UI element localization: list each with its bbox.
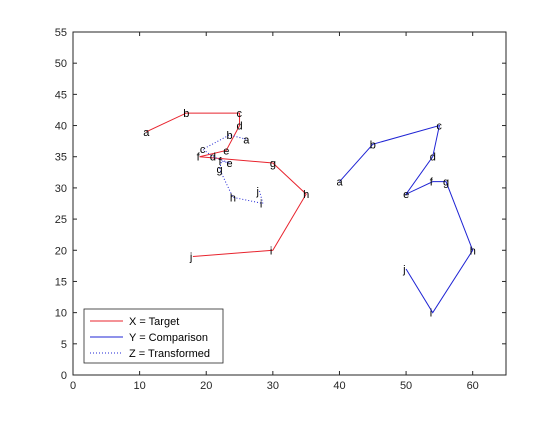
point-label-y-comparison: d — [430, 152, 436, 164]
y-axis: 0 5 10 15 20 25 30 35 40 45 50 55 — [55, 27, 506, 382]
x-tick-label: 10 — [133, 380, 145, 392]
point-label-x-target: e — [223, 145, 229, 157]
legend-label-x-target: X = Target — [129, 316, 179, 328]
series-line-x-target — [146, 112, 307, 258]
legend-label-z-transformed: Z = Transformed — [129, 348, 210, 360]
point-label-z-transformed: j — [256, 186, 259, 198]
point-label-z-transformed: c — [200, 144, 206, 156]
point-label-y-comparison: i — [430, 308, 432, 320]
point-label-x-target: g — [270, 158, 276, 170]
x-axis: 0 10 20 30 40 50 60 — [70, 32, 479, 392]
y-tick-label: 55 — [55, 27, 67, 39]
point-label-y-comparison: a — [336, 177, 343, 189]
y-tick-label: 35 — [55, 152, 67, 164]
x-tick-label: 30 — [267, 380, 279, 392]
point-label-x-target: b — [183, 108, 189, 120]
point-label-y-comparison: c — [436, 121, 442, 133]
point-label-x-target: j — [189, 252, 192, 264]
x-tick-label: 40 — [333, 380, 345, 392]
y-tick-label: 15 — [55, 276, 67, 288]
legend-box — [83, 308, 224, 364]
y-tick-label: 25 — [55, 214, 67, 226]
point-label-z-transformed: a — [243, 134, 250, 146]
point-label-z-transformed: b — [227, 130, 233, 142]
x-tick-label: 60 — [467, 380, 479, 392]
point-label-y-comparison: j — [402, 264, 405, 276]
y-tick-label: 40 — [55, 121, 67, 133]
y-tick-label: 50 — [55, 58, 67, 70]
x-tick-label: 50 — [400, 380, 412, 392]
series-line-z-transformed — [201, 134, 264, 205]
point-label-x-target: f — [197, 152, 201, 164]
point-label-y-comparison: e — [403, 189, 409, 201]
point-label-z-transformed: g — [217, 164, 223, 176]
x-tick-label: 20 — [200, 380, 212, 392]
point-label-y-comparison: f — [430, 177, 434, 189]
point-label-y-comparison: g — [443, 177, 449, 189]
legend-label-y-comparison: Y = Comparison — [129, 332, 208, 344]
point-label-z-transformed: i — [260, 199, 262, 211]
point-label-y-comparison: b — [370, 139, 376, 151]
point-label-z-transformed: d — [210, 152, 216, 164]
point-label-y-comparison: h — [470, 245, 476, 257]
y-tick-label: 20 — [55, 245, 67, 257]
y-tick-label: 10 — [55, 308, 67, 320]
point-label-x-target: h — [303, 189, 309, 201]
y-tick-label: 45 — [55, 89, 67, 101]
y-tick-label: 5 — [61, 339, 67, 351]
legend: X = Target Y = Comparison Z = Transforme… — [83, 308, 224, 364]
y-tick-label: 0 — [61, 370, 67, 382]
point-label-z-transformed: h — [230, 192, 236, 204]
point-label-x-target: i — [270, 245, 272, 257]
point-label-x-target: a — [143, 127, 150, 139]
y-tick-label: 30 — [55, 183, 67, 195]
point-label-z-transformed: f — [219, 156, 223, 168]
point-label-z-transformed: e — [227, 158, 233, 170]
point-label-x-target: d — [237, 121, 243, 133]
series-line-y-comparison — [339, 124, 474, 314]
point-label-x-target: c — [237, 108, 243, 120]
x-tick-label: 0 — [70, 380, 76, 392]
